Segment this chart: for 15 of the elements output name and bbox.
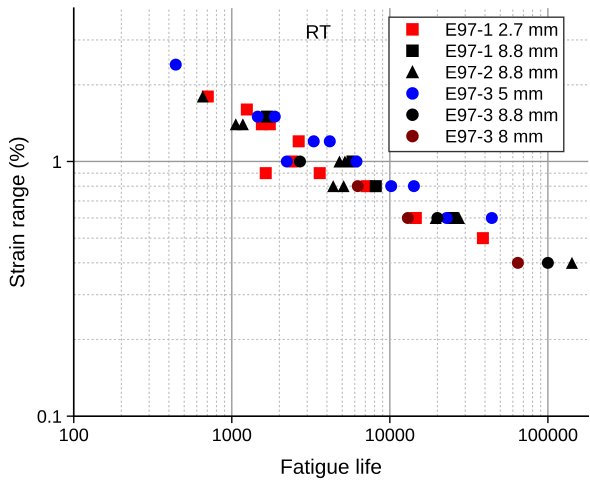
legend-label: E97-3 5 mm [446,87,542,100]
legend-label: E97-3 8.8 mm [446,108,558,122]
legend-label: E97-2 8.8 mm [446,66,558,79]
x-tick-label: 1000 [213,428,252,442]
legend-label: E97-1 2.7 mm [446,23,558,36]
legend-label: E97-3 8 mm [446,130,542,143]
y-tick-label: 0.1 [38,410,62,423]
y-axis-title: Strain range (%) [9,138,29,288]
x-tick-label: 100000 [519,428,578,442]
x-tick-label: 100 [60,428,88,442]
x-tick-label: 10000 [366,428,414,442]
legend-label: E97-1 8.8 mm [446,44,558,58]
annotation: RT [307,25,331,39]
x-axis-title: Fatigue life [282,458,382,478]
y-tick-label: 1 [53,156,62,168]
